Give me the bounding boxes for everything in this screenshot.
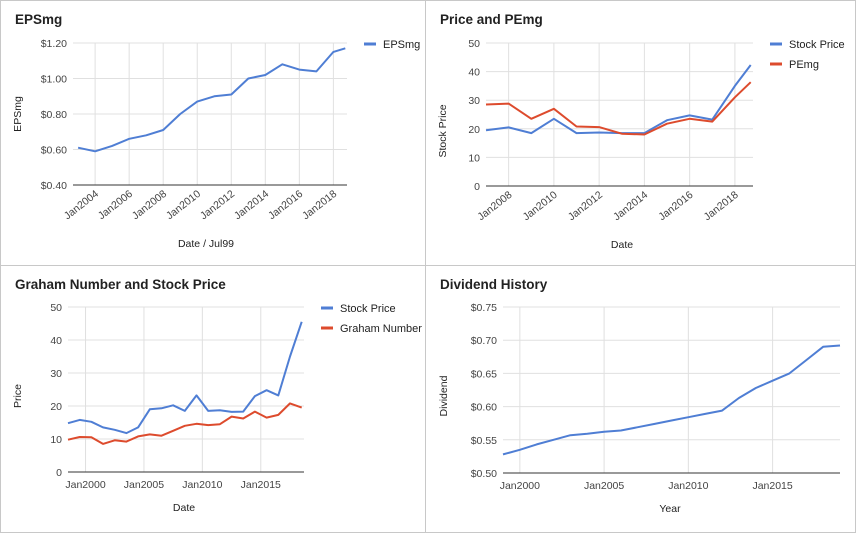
x-axis-label: Date / Jul99 (178, 238, 234, 250)
x-tick-label: Jan2016 (266, 188, 305, 222)
y-tick-label: 50 (50, 302, 62, 314)
x-tick-label: Jan2010 (164, 188, 203, 222)
eps-chart-panel: EPSmg $0.40 $0.60 $0.80 $1.00 $1.20 Jan2004 Ja… (0, 0, 426, 266)
series-line (485, 64, 752, 135)
x-tick-label: Jan2012 (198, 188, 237, 222)
chart-title: Graham Number and Stock Price (15, 277, 226, 292)
legend-label: EPSmg (383, 39, 420, 51)
y-axis-label: Dividend (438, 375, 450, 416)
x-tick-label: Jan2010 (521, 189, 560, 223)
y-tick-label: 20 (468, 124, 480, 136)
x-tick-label: Jan2015 (241, 479, 281, 491)
y-axis-label: EPSmg (12, 96, 24, 132)
y-tick-label: $0.80 (41, 109, 67, 121)
x-tick-label: Jan2005 (584, 480, 624, 492)
x-tick-label: Jan2006 (96, 188, 135, 222)
y-tick-label: $0.50 (471, 468, 497, 480)
series-line (67, 321, 303, 435)
legend-label: Stock Price (340, 303, 396, 315)
graham-chart-panel: Graham Number and Stock Price 0 10 20 30 40 5… (0, 265, 426, 533)
y-tick-label: $0.65 (471, 368, 497, 380)
x-axis-label: Year (659, 503, 681, 515)
y-tick-label: $1.20 (41, 38, 67, 50)
y-axis-label: Price (12, 384, 24, 408)
x-tick-label: Jan2016 (656, 189, 695, 223)
series-line (67, 402, 303, 445)
series-line (77, 47, 346, 153)
legend-label: Graham Number (340, 323, 422, 335)
chart-title: Price and PEmg (440, 12, 543, 27)
x-tick-label: Jan2010 (182, 479, 222, 491)
y-tick-label: 10 (468, 152, 480, 164)
x-tick-label: Jan2015 (752, 480, 792, 492)
x-tick-label: Jan2014 (232, 188, 271, 222)
legend-label: Stock Price (789, 39, 845, 51)
y-tick-label: $1.00 (41, 74, 67, 86)
x-tick-label: Jan2008 (475, 189, 514, 223)
y-tick-label: 0 (56, 467, 62, 479)
series-line (502, 344, 841, 456)
series-line (485, 81, 752, 136)
price-pe-chart-panel: Price and PEmg 0 10 20 30 40 50 Jan2008 Jan2010… (425, 0, 856, 266)
y-tick-label: $0.60 (41, 145, 67, 157)
y-tick-label: 40 (50, 335, 62, 347)
y-axis-label: Stock Price (437, 104, 449, 157)
y-tick-label: $0.55 (471, 435, 497, 447)
x-tick-label: Jan2010 (668, 480, 708, 492)
y-tick-label: $0.60 (471, 402, 497, 414)
y-tick-label: 40 (468, 67, 480, 79)
dividend-chart: $0.50 $0.55 $0.60 $0.65 $0.70 $0.75 Jan2000 Jan… (438, 302, 841, 515)
x-tick-label: Jan2018 (702, 189, 741, 223)
legend-label: PEmg (789, 59, 819, 71)
y-tick-label: $0.75 (471, 302, 497, 314)
x-tick-label: Jan2005 (124, 479, 164, 491)
dividend-chart-panel: Dividend History $0.50 $0.55 $0.60 $0.65 $0.… (425, 265, 856, 533)
y-tick-label: 50 (468, 38, 480, 50)
x-tick-label: Jan2014 (611, 189, 650, 223)
y-tick-label: $0.70 (471, 335, 497, 347)
x-tick-label: Jan2004 (62, 188, 101, 222)
x-axis-label: Date (611, 239, 633, 251)
y-tick-label: 30 (468, 95, 480, 107)
y-tick-label: 20 (50, 401, 62, 413)
chart-title: Dividend History (440, 277, 548, 292)
x-tick-label: Jan2008 (130, 188, 169, 222)
y-tick-label: 30 (50, 368, 62, 380)
x-tick-label: Jan2000 (500, 480, 540, 492)
y-tick-label: $0.40 (41, 180, 67, 192)
graham-chart: 0 10 20 30 40 50 Jan2000 Jan2005 Jan2010 Jan2015 D… (12, 302, 422, 514)
y-tick-label: 0 (474, 181, 480, 193)
y-tick-label: 10 (50, 434, 62, 446)
chart-title: EPSmg (15, 12, 63, 27)
x-tick-label: Jan2012 (566, 189, 605, 223)
x-tick-label: Jan2018 (300, 188, 339, 222)
eps-chart: $0.40$0.60$0.80$1.00$1.20Jan2004Jan2006J… (12, 38, 420, 250)
x-axis-label: Date (173, 502, 195, 514)
x-tick-label: Jan2000 (65, 479, 105, 491)
